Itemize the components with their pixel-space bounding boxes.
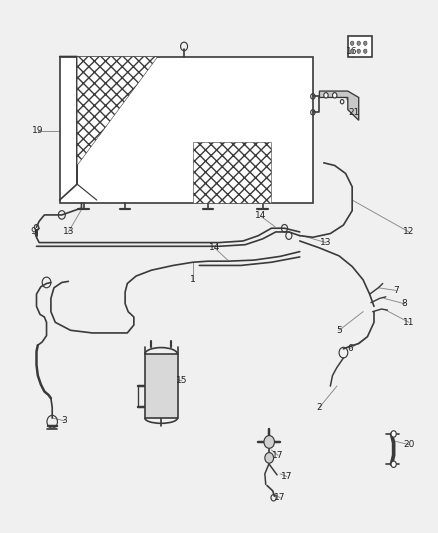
Circle shape — [364, 49, 367, 53]
Text: 3: 3 — [61, 416, 67, 425]
Text: 12: 12 — [403, 228, 415, 237]
Text: 13: 13 — [320, 238, 332, 247]
Text: 11: 11 — [403, 318, 415, 327]
Circle shape — [340, 100, 344, 104]
Text: 17: 17 — [281, 472, 293, 481]
Circle shape — [265, 453, 274, 463]
Text: 16: 16 — [346, 47, 358, 55]
Circle shape — [264, 435, 275, 448]
Bar — [145, 354, 177, 418]
Text: 21: 21 — [349, 108, 360, 117]
Circle shape — [391, 461, 396, 467]
Text: 9: 9 — [31, 228, 36, 237]
Text: 8: 8 — [402, 299, 407, 308]
Circle shape — [332, 93, 337, 98]
Polygon shape — [193, 142, 272, 203]
Circle shape — [324, 93, 328, 98]
Circle shape — [357, 41, 360, 45]
Polygon shape — [60, 56, 313, 203]
Text: 17: 17 — [272, 451, 284, 460]
Text: 1: 1 — [190, 275, 196, 284]
Polygon shape — [319, 91, 359, 120]
Text: 5: 5 — [336, 326, 342, 335]
Circle shape — [391, 431, 396, 437]
Circle shape — [350, 49, 354, 53]
Circle shape — [350, 41, 354, 45]
Text: 7: 7 — [393, 286, 399, 295]
Text: 2: 2 — [317, 403, 322, 412]
Text: 13: 13 — [63, 228, 74, 237]
Circle shape — [364, 41, 367, 45]
Text: 20: 20 — [403, 440, 415, 449]
Text: 14: 14 — [255, 212, 266, 221]
Text: 17: 17 — [274, 493, 286, 502]
Text: 6: 6 — [347, 344, 353, 353]
Bar — [348, 36, 372, 56]
Circle shape — [357, 49, 360, 53]
Text: 19: 19 — [32, 126, 43, 135]
Polygon shape — [77, 56, 158, 165]
Text: 14: 14 — [209, 244, 220, 253]
Text: 15: 15 — [176, 376, 187, 385]
